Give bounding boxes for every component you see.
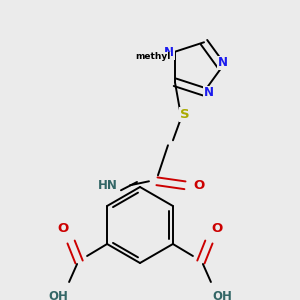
Text: S: S <box>180 108 190 121</box>
Text: O: O <box>211 223 223 236</box>
Text: OH: OH <box>212 290 232 300</box>
Text: HN: HN <box>98 179 118 192</box>
Text: O: O <box>58 223 69 236</box>
Text: methyl: methyl <box>135 52 171 61</box>
Text: N: N <box>204 86 214 99</box>
Text: N: N <box>218 56 228 70</box>
Text: O: O <box>193 179 205 192</box>
Text: N: N <box>164 46 174 59</box>
Text: OH: OH <box>48 290 68 300</box>
Text: methyl: methyl <box>147 59 153 60</box>
